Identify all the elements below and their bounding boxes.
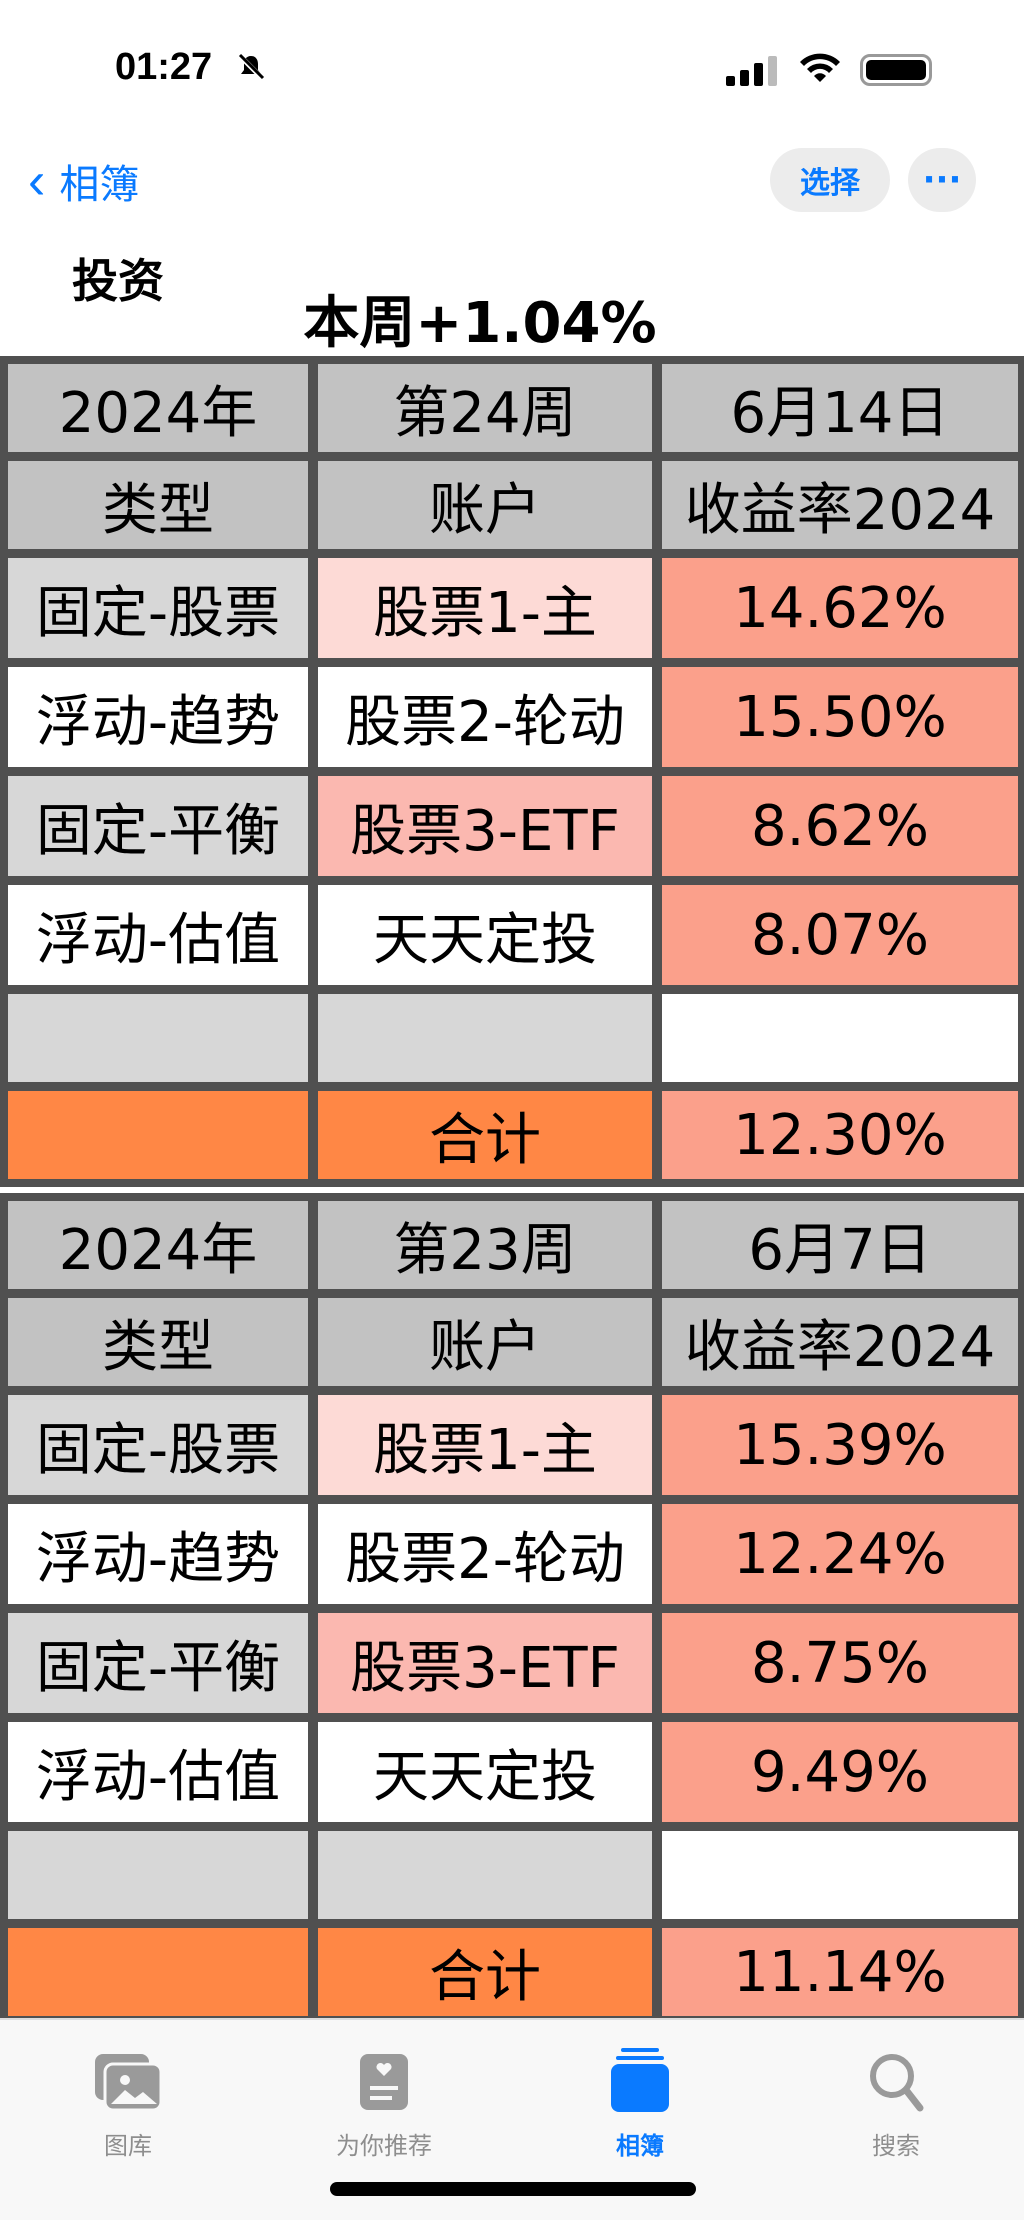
select-button[interactable]: 选择 xyxy=(770,148,890,212)
account-cell: 股票1-主 xyxy=(318,558,652,658)
return-cell: 8.75% xyxy=(662,1613,1018,1713)
header-cell: 第23周 xyxy=(318,1201,652,1289)
type-cell: 浮动-趋势 xyxy=(8,667,308,767)
account-cell xyxy=(318,1831,652,1919)
account-cell: 天天定投 xyxy=(318,885,652,985)
type-cell: 固定-股票 xyxy=(8,1395,308,1495)
type-cell xyxy=(8,994,308,1082)
total-return: 12.30% xyxy=(662,1091,1018,1179)
account-cell: 股票3-ETF xyxy=(318,1613,652,1713)
total-label: 合计 xyxy=(318,1928,652,2016)
total-label: 合计 xyxy=(318,1091,652,1179)
weekly-returns-table: 2024年 第23周 6月7日类型 账户 收益率2024 固定-股票 股票1-主 15.39%… xyxy=(0,1193,1024,2024)
tab-library[interactable]: 图库 xyxy=(28,2050,228,2161)
type-cell xyxy=(8,1831,308,1919)
total-empty-cell xyxy=(8,1091,308,1179)
type-cell: 固定-平衡 xyxy=(8,776,308,876)
column-header: 类型 xyxy=(8,1298,308,1386)
return-cell: 14.62% xyxy=(662,558,1018,658)
wifi-icon xyxy=(800,53,840,82)
account-cell: 股票2-轮动 xyxy=(318,1504,652,1604)
back-label: 相簿 xyxy=(59,163,140,207)
silent-bell-icon xyxy=(237,53,265,81)
column-header: 收益率2024 xyxy=(662,1298,1018,1386)
type-cell: 固定-平衡 xyxy=(8,1613,308,1713)
tab-label: 搜索 xyxy=(872,2132,920,2160)
tab-label: 相簿 xyxy=(616,2132,664,2160)
return-cell: 8.07% xyxy=(662,885,1018,985)
back-button[interactable]: ‹ 相簿 xyxy=(28,152,139,210)
tab-for-you[interactable]: 为你推荐 xyxy=(284,2050,484,2161)
column-header: 账户 xyxy=(318,1298,652,1386)
tab-label: 为你推荐 xyxy=(336,2132,432,2160)
return-cell xyxy=(662,994,1018,1082)
header-cell: 第24周 xyxy=(318,364,652,452)
tab-bar: 图库 为你推荐 相簿 搜索 xyxy=(0,2018,1024,2220)
status-time: 01:27 xyxy=(115,46,213,88)
cellular-signal-icon xyxy=(726,56,777,86)
return-cell: 9.49% xyxy=(662,1722,1018,1822)
photo-library-icon xyxy=(95,2054,163,2112)
header-cell: 6月7日 xyxy=(662,1201,1018,1289)
return-cell: 8.62% xyxy=(662,776,1018,876)
album-title: 投资 xyxy=(72,254,164,308)
total-empty-cell xyxy=(8,1928,308,2016)
total-return: 11.14% xyxy=(662,1928,1018,2016)
column-header: 类型 xyxy=(8,461,308,549)
tab-label: 图库 xyxy=(104,2132,152,2160)
week-summary: 本周+1.04% xyxy=(303,291,657,356)
battery-icon xyxy=(860,54,932,86)
albums-icon xyxy=(611,2048,669,2112)
search-icon xyxy=(870,2054,924,2112)
return-cell: 15.50% xyxy=(662,667,1018,767)
type-cell: 固定-股票 xyxy=(8,558,308,658)
column-header: 账户 xyxy=(318,461,652,549)
return-cell xyxy=(662,1831,1018,1919)
header-cell: 2024年 xyxy=(8,364,308,452)
type-cell: 浮动-估值 xyxy=(8,1722,308,1822)
type-cell: 浮动-趋势 xyxy=(8,1504,308,1604)
tab-albums[interactable]: 相簿 xyxy=(540,2048,740,2161)
return-cell: 15.39% xyxy=(662,1395,1018,1495)
header-cell: 2024年 xyxy=(8,1201,308,1289)
type-cell: 浮动-估值 xyxy=(8,885,308,985)
tab-search[interactable]: 搜索 xyxy=(796,2050,996,2161)
divider xyxy=(0,1189,1024,1195)
account-cell: 天天定投 xyxy=(318,1722,652,1822)
account-cell: 股票2-轮动 xyxy=(318,667,652,767)
chevron-left-icon: ‹ xyxy=(28,152,46,210)
account-cell xyxy=(318,994,652,1082)
account-cell: 股票1-主 xyxy=(318,1395,652,1495)
return-cell: 12.24% xyxy=(662,1504,1018,1604)
home-indicator[interactable] xyxy=(330,2182,696,2196)
weekly-returns-table: 2024年 第24周 6月14日类型 账户 收益率2024 固定-股票 股票1-主 14.62… xyxy=(0,356,1024,1187)
header-cell: 6月14日 xyxy=(662,364,1018,452)
column-header: 收益率2024 xyxy=(662,461,1018,549)
account-cell: 股票3-ETF xyxy=(318,776,652,876)
more-button[interactable]: ··· xyxy=(908,148,976,212)
for-you-icon xyxy=(360,2054,408,2110)
